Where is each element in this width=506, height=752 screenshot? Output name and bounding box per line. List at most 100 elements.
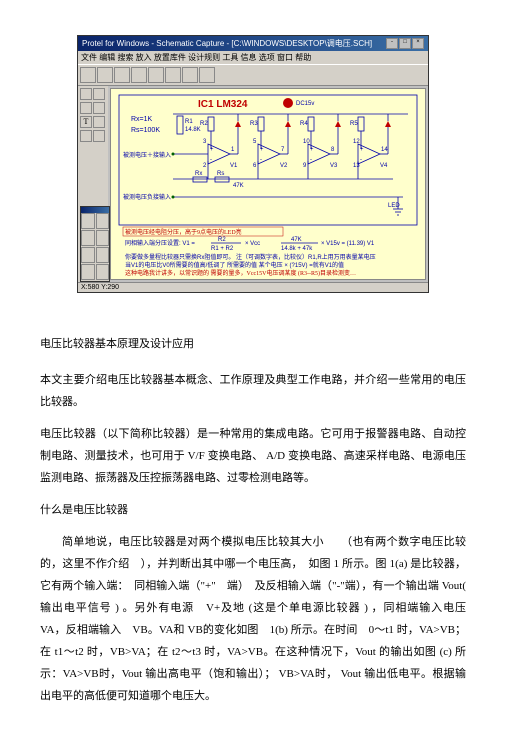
svg-text:2: 2 [203, 163, 207, 169]
svg-text:LED: LED [388, 203, 400, 209]
doc-title: 电压比较器基本原理及设计应用 [40, 333, 466, 355]
opamp-group: R2 + - V1 3 2 1 [200, 114, 391, 169]
doc-s1: 什么是电压比较器 [40, 499, 466, 521]
svg-text:13: 13 [353, 163, 360, 169]
side-tool-3[interactable] [80, 102, 92, 114]
side-tool-4[interactable] [93, 102, 105, 114]
window-title: Protel for Windows - Schematic Capture -… [82, 38, 372, 49]
doc-p3: 简单地说，电压比较器是对两个模拟电压比较其大小 （也有两个数字电压比较的，这里不… [40, 531, 466, 707]
doc-p2: 电压比较器（以下简称比较器）是一种常用的集成电路。它可用于报警器电路、自动控制电… [40, 423, 466, 489]
close-button[interactable]: × [412, 38, 424, 49]
note2: 你要做多量程比较器只需换Rx阻值即可。 注（可调数字表，比较仪）R1,R上用万用… [125, 253, 376, 261]
doc-p1: 本文主要介绍电压比较器基本概念、工作原理及典型工作电路，并介绍一些常用的电压比较… [40, 369, 466, 413]
palette-tool-2[interactable] [96, 213, 110, 229]
svg-text:+: + [310, 147, 314, 153]
svg-text:5: 5 [253, 139, 257, 145]
statusbar: X:580 Y:290 [78, 282, 428, 292]
side-tool-5[interactable]: T [80, 116, 92, 128]
dc-node [283, 98, 293, 108]
window-buttons: - □ × [386, 38, 424, 49]
svg-text:R2: R2 [200, 121, 208, 127]
svg-text:7: 7 [281, 147, 285, 153]
svg-text:R3: R3 [250, 121, 258, 127]
svg-text:10: 10 [303, 139, 310, 145]
r1-label: R1 [185, 119, 193, 125]
formula1-left: 同相输入端分压设置: V1 = [125, 239, 195, 247]
svg-text:-: - [310, 157, 312, 163]
svg-text:× V15v = (11.39) V1: × V15v = (11.39) V1 [321, 241, 375, 247]
svg-text:-: - [360, 157, 362, 163]
status-coords: X:580 Y:290 [81, 284, 119, 291]
svg-text:R5: R5 [350, 121, 358, 127]
svg-text:R1 + R2: R1 + R2 [211, 246, 234, 252]
side-tool-1[interactable] [80, 88, 92, 100]
tool-new[interactable] [80, 67, 96, 83]
palette-tool-5[interactable] [81, 247, 95, 263]
led-3 [335, 121, 341, 127]
led-2 [285, 121, 291, 127]
svg-text:6: 6 [253, 163, 257, 169]
svg-text:14.8k + 47k: 14.8k + 47k [281, 246, 313, 252]
rx-label: Rx=1K [131, 116, 153, 123]
svg-text:-: - [260, 157, 262, 163]
svg-text:-: - [210, 157, 212, 163]
rs-label: Rs=100K [131, 127, 160, 134]
led-1 [235, 121, 241, 127]
svg-text:Rx: Rx [195, 171, 202, 177]
palette-tool-4[interactable] [96, 230, 110, 246]
pos-input-label: 被测电压＋接输入 [123, 151, 171, 159]
minimize-button[interactable]: - [386, 38, 398, 49]
svg-text:V1: V1 [230, 163, 238, 169]
svg-text:3: 3 [203, 139, 207, 145]
neg-input-label: 被测电压负接输入 [123, 193, 171, 201]
svg-text:V4: V4 [380, 163, 388, 169]
floating-palette[interactable] [80, 206, 110, 282]
svg-text:Rs: Rs [217, 171, 224, 177]
svg-text:+: + [210, 147, 214, 153]
side-tool-2[interactable] [93, 88, 105, 100]
app-window: Protel for Windows - Schematic Capture -… [77, 35, 429, 293]
svg-text:× Vcc: × Vcc [245, 241, 260, 247]
canvas-area: T IC1 LM324 DC15v Rx=1K Rs=100K [78, 86, 428, 282]
palette-tool-7[interactable] [81, 264, 95, 280]
svg-text:8: 8 [331, 147, 335, 153]
tool-save[interactable] [114, 67, 130, 83]
window-titlebar: Protel for Windows - Schematic Capture -… [78, 36, 428, 51]
tool-cut[interactable] [131, 67, 147, 83]
svg-text:47K: 47K [233, 183, 244, 189]
side-tool-7[interactable] [80, 130, 92, 142]
side-tool-6[interactable] [93, 116, 105, 128]
tool-grid[interactable] [199, 67, 215, 83]
main-toolbar [78, 64, 428, 86]
svg-text:R2: R2 [218, 237, 226, 243]
r1v-label: 14.8K [185, 127, 201, 133]
tool-copy[interactable] [148, 67, 164, 83]
svg-text:1: 1 [231, 147, 235, 153]
palette-tool-3[interactable] [81, 230, 95, 246]
note3: 当V1的电压比V0所需要的值高/低调了 所需要的值 某个电压 × (?15V) … [125, 261, 344, 269]
maximize-button[interactable]: □ [399, 38, 411, 49]
document-body: 电压比较器基本原理及设计应用 本文主要介绍电压比较器基本概念、工作原理及典型工作… [40, 333, 466, 707]
svg-text:47K: 47K [291, 237, 302, 243]
led-4 [385, 121, 391, 127]
svg-text:+: + [360, 147, 364, 153]
svg-text:12: 12 [353, 139, 360, 145]
note1: 被测电压经电阻分压，高于9点电压的LED亮 [125, 228, 242, 236]
svg-text:14: 14 [381, 147, 388, 153]
svg-text:V2: V2 [280, 163, 288, 169]
tool-zoom[interactable] [182, 67, 198, 83]
svg-text:9: 9 [303, 163, 307, 169]
svg-text:R4: R4 [300, 121, 308, 127]
tool-paste[interactable] [165, 67, 181, 83]
menubar[interactable]: 文件 编辑 搜索 放入 放置库件 设计规则 工具 信息 选项 窗口 帮助 [78, 51, 428, 64]
schematic-canvas[interactable]: IC1 LM324 DC15v Rx=1K Rs=100K R1 14.8K [110, 88, 426, 280]
palette-tool-1[interactable] [81, 213, 95, 229]
palette-tool-6[interactable] [96, 247, 110, 263]
ic-label: IC1 LM324 [198, 99, 248, 110]
palette-tool-8[interactable] [96, 264, 110, 280]
tool-open[interactable] [97, 67, 113, 83]
svg-text:V3: V3 [330, 163, 338, 169]
note4: 这种电路我计讲多，以常识题的 需要的量多，Vcc15V电压调某度 (R3--R5… [125, 269, 356, 277]
dc-label: DC15v [296, 101, 314, 107]
side-tool-8[interactable] [93, 130, 105, 142]
